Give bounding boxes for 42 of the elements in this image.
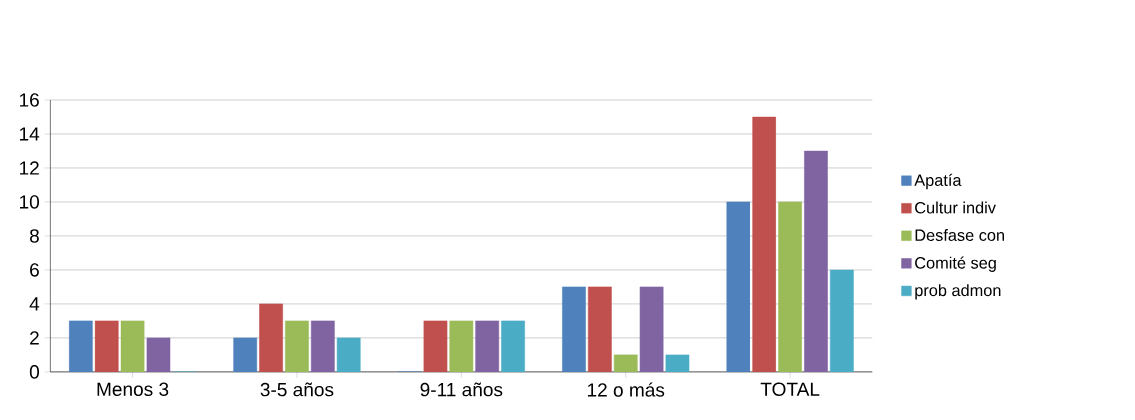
bar: [804, 150, 828, 372]
y-tick-label: 6: [30, 263, 39, 277]
x-tick-label: 3-5 años: [260, 382, 334, 397]
bar: [233, 337, 258, 372]
bar: [310, 320, 335, 372]
legend-label: Apatía: [914, 173, 962, 190]
legend-label: prob admon: [915, 284, 1001, 300]
bar: [146, 337, 171, 372]
y-tick-label: 14: [19, 127, 40, 141]
bar: [778, 201, 802, 372]
y-tick-label: 0: [29, 364, 40, 379]
bar: [562, 286, 586, 372]
y-tick-label: 16: [19, 93, 39, 107]
bar: [259, 303, 283, 372]
legend-label: Comité seg: [915, 256, 996, 272]
bar: [501, 320, 525, 372]
y-tick-label: 12: [19, 161, 39, 175]
bar: [285, 320, 309, 372]
bar: [120, 320, 145, 372]
legend-label: Cultur indiv: [915, 201, 996, 214]
bar: [639, 286, 664, 372]
bar: [752, 116, 777, 372]
y-tick-label: 8: [29, 229, 39, 243]
bar: [336, 337, 361, 372]
x-tick-label: TOTAL: [760, 382, 820, 396]
legend-label: Desfase con: [915, 228, 1005, 241]
y-tick-label: 2: [30, 331, 39, 345]
bar: [475, 320, 500, 372]
y-tick-label: 4: [29, 297, 40, 311]
y-tick-label: 10: [19, 195, 39, 209]
bar: [423, 320, 448, 372]
x-tick-label: 12 o más: [587, 382, 665, 397]
x-tick-label: 9-11 años: [420, 382, 503, 397]
bar: [665, 354, 690, 372]
bar: [588, 286, 612, 372]
bar: [613, 354, 638, 372]
bar: [94, 320, 119, 372]
bar: [449, 320, 474, 372]
bar: [68, 320, 93, 372]
bar: [830, 269, 854, 372]
x-tick-label: Menos 3: [97, 382, 169, 396]
bar: [726, 201, 751, 372]
